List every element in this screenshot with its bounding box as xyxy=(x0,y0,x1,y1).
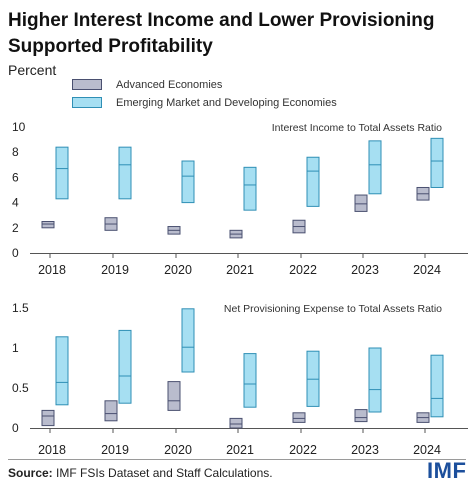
advanced-range-bar xyxy=(104,400,118,422)
x-tick-label: 2024 xyxy=(413,443,441,457)
panel-title: Interest Income to Total Assets Ratio xyxy=(272,122,442,134)
emerging-range-bar xyxy=(181,160,195,204)
y-tick-label: 4 xyxy=(12,196,19,210)
emerging-range-bar xyxy=(181,308,195,373)
legend-label-emerging: Emerging Market and Developing Economies xyxy=(116,96,337,109)
x-tick-label: 2021 xyxy=(226,263,254,277)
legend: Advanced Economies Emerging Market and D… xyxy=(72,76,337,112)
emerging-range-bar xyxy=(306,156,320,207)
legend-item-emerging: Emerging Market and Developing Economies xyxy=(72,94,337,111)
source-note: Source: IMF FSIs Dataset and Staff Calcu… xyxy=(8,466,273,480)
x-tick-label: 2021 xyxy=(226,443,254,457)
advanced-range-bar xyxy=(167,381,181,411)
advanced-range-bar xyxy=(292,412,306,423)
legend-item-advanced: Advanced Economies xyxy=(72,76,337,93)
x-tick-label: 2018 xyxy=(38,263,66,277)
x-tick-label: 2022 xyxy=(289,443,317,457)
x-tick-label: 2024 xyxy=(413,263,441,277)
imf-logo: IMF xyxy=(427,458,467,483)
emerging-range-bar xyxy=(55,336,69,406)
x-tick-label: 2019 xyxy=(101,263,129,277)
y-tick-label: 0 xyxy=(12,246,19,260)
emerging-range-bar xyxy=(118,329,132,404)
emerging-range-bar xyxy=(430,137,444,188)
x-tick-label: 2018 xyxy=(38,443,66,457)
x-tick-label: 2020 xyxy=(164,443,192,457)
x-tick-label: 2020 xyxy=(164,263,192,277)
y-tick-label: 8 xyxy=(12,145,19,159)
panel-title: Net Provisioning Expense to Total Assets… xyxy=(224,303,442,315)
y-tick-label: 10 xyxy=(12,120,26,134)
y-tick-label: 6 xyxy=(12,170,19,184)
y-tick-label: 0 xyxy=(12,421,19,435)
source-text: IMF FSIs Dataset and Staff Calculations. xyxy=(56,466,273,480)
advanced-range-bar xyxy=(41,409,55,427)
emerging-range-bar xyxy=(243,166,257,211)
x-tick-label: 2022 xyxy=(289,263,317,277)
y-tick-label: 1 xyxy=(12,341,19,355)
emerging-range-bar xyxy=(243,353,257,408)
legend-label-advanced: Advanced Economies xyxy=(116,78,223,91)
unit-label: Percent xyxy=(8,62,57,78)
advanced-range-bar xyxy=(354,409,368,423)
emerging-range-bar xyxy=(368,140,382,195)
chart-title: Higher Interest Income and Lower Provisi… xyxy=(8,10,435,57)
y-tick-label: 0.5 xyxy=(12,381,29,395)
source-label: Source: xyxy=(8,466,53,480)
emerging-range-bar xyxy=(430,354,444,418)
emerging-range-bar xyxy=(368,347,382,413)
source-divider xyxy=(8,459,466,460)
x-tick-label: 2023 xyxy=(351,443,379,457)
emerging-range-bar xyxy=(118,146,132,200)
legend-swatch-advanced xyxy=(72,79,102,90)
advanced-range-bar xyxy=(229,417,243,429)
x-tick-label: 2019 xyxy=(101,443,129,457)
y-tick-label: 1.5 xyxy=(12,301,29,315)
advanced-range-bar xyxy=(41,221,55,229)
x-tick-label: 2023 xyxy=(351,263,379,277)
advanced-range-bar xyxy=(354,194,368,212)
legend-swatch-emerging xyxy=(72,97,102,108)
emerging-range-bar xyxy=(55,146,69,200)
y-tick-label: 2 xyxy=(12,221,19,235)
